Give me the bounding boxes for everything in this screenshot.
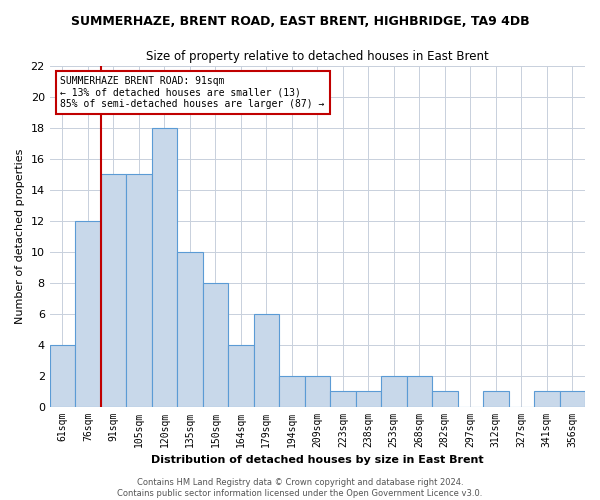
Bar — [254, 314, 279, 406]
Bar — [228, 344, 254, 406]
Bar — [177, 252, 203, 406]
Y-axis label: Number of detached properties: Number of detached properties — [15, 148, 25, 324]
Bar — [560, 391, 585, 406]
Text: SUMMERHAZE BRENT ROAD: 91sqm
← 13% of detached houses are smaller (13)
85% of se: SUMMERHAZE BRENT ROAD: 91sqm ← 13% of de… — [61, 76, 325, 109]
Bar — [152, 128, 177, 406]
Bar — [50, 344, 75, 406]
Bar — [330, 391, 356, 406]
Bar — [305, 376, 330, 406]
Bar — [381, 376, 407, 406]
Text: SUMMERHAZE, BRENT ROAD, EAST BRENT, HIGHBRIDGE, TA9 4DB: SUMMERHAZE, BRENT ROAD, EAST BRENT, HIGH… — [71, 15, 529, 28]
Bar — [356, 391, 381, 406]
Title: Size of property relative to detached houses in East Brent: Size of property relative to detached ho… — [146, 50, 489, 63]
Bar — [534, 391, 560, 406]
Text: Contains HM Land Registry data © Crown copyright and database right 2024.
Contai: Contains HM Land Registry data © Crown c… — [118, 478, 482, 498]
Bar — [279, 376, 305, 406]
Bar — [432, 391, 458, 406]
Bar — [483, 391, 509, 406]
Bar — [75, 220, 101, 406]
Bar — [407, 376, 432, 406]
Bar — [101, 174, 126, 406]
X-axis label: Distribution of detached houses by size in East Brent: Distribution of detached houses by size … — [151, 455, 484, 465]
Bar — [126, 174, 152, 406]
Bar — [203, 282, 228, 406]
